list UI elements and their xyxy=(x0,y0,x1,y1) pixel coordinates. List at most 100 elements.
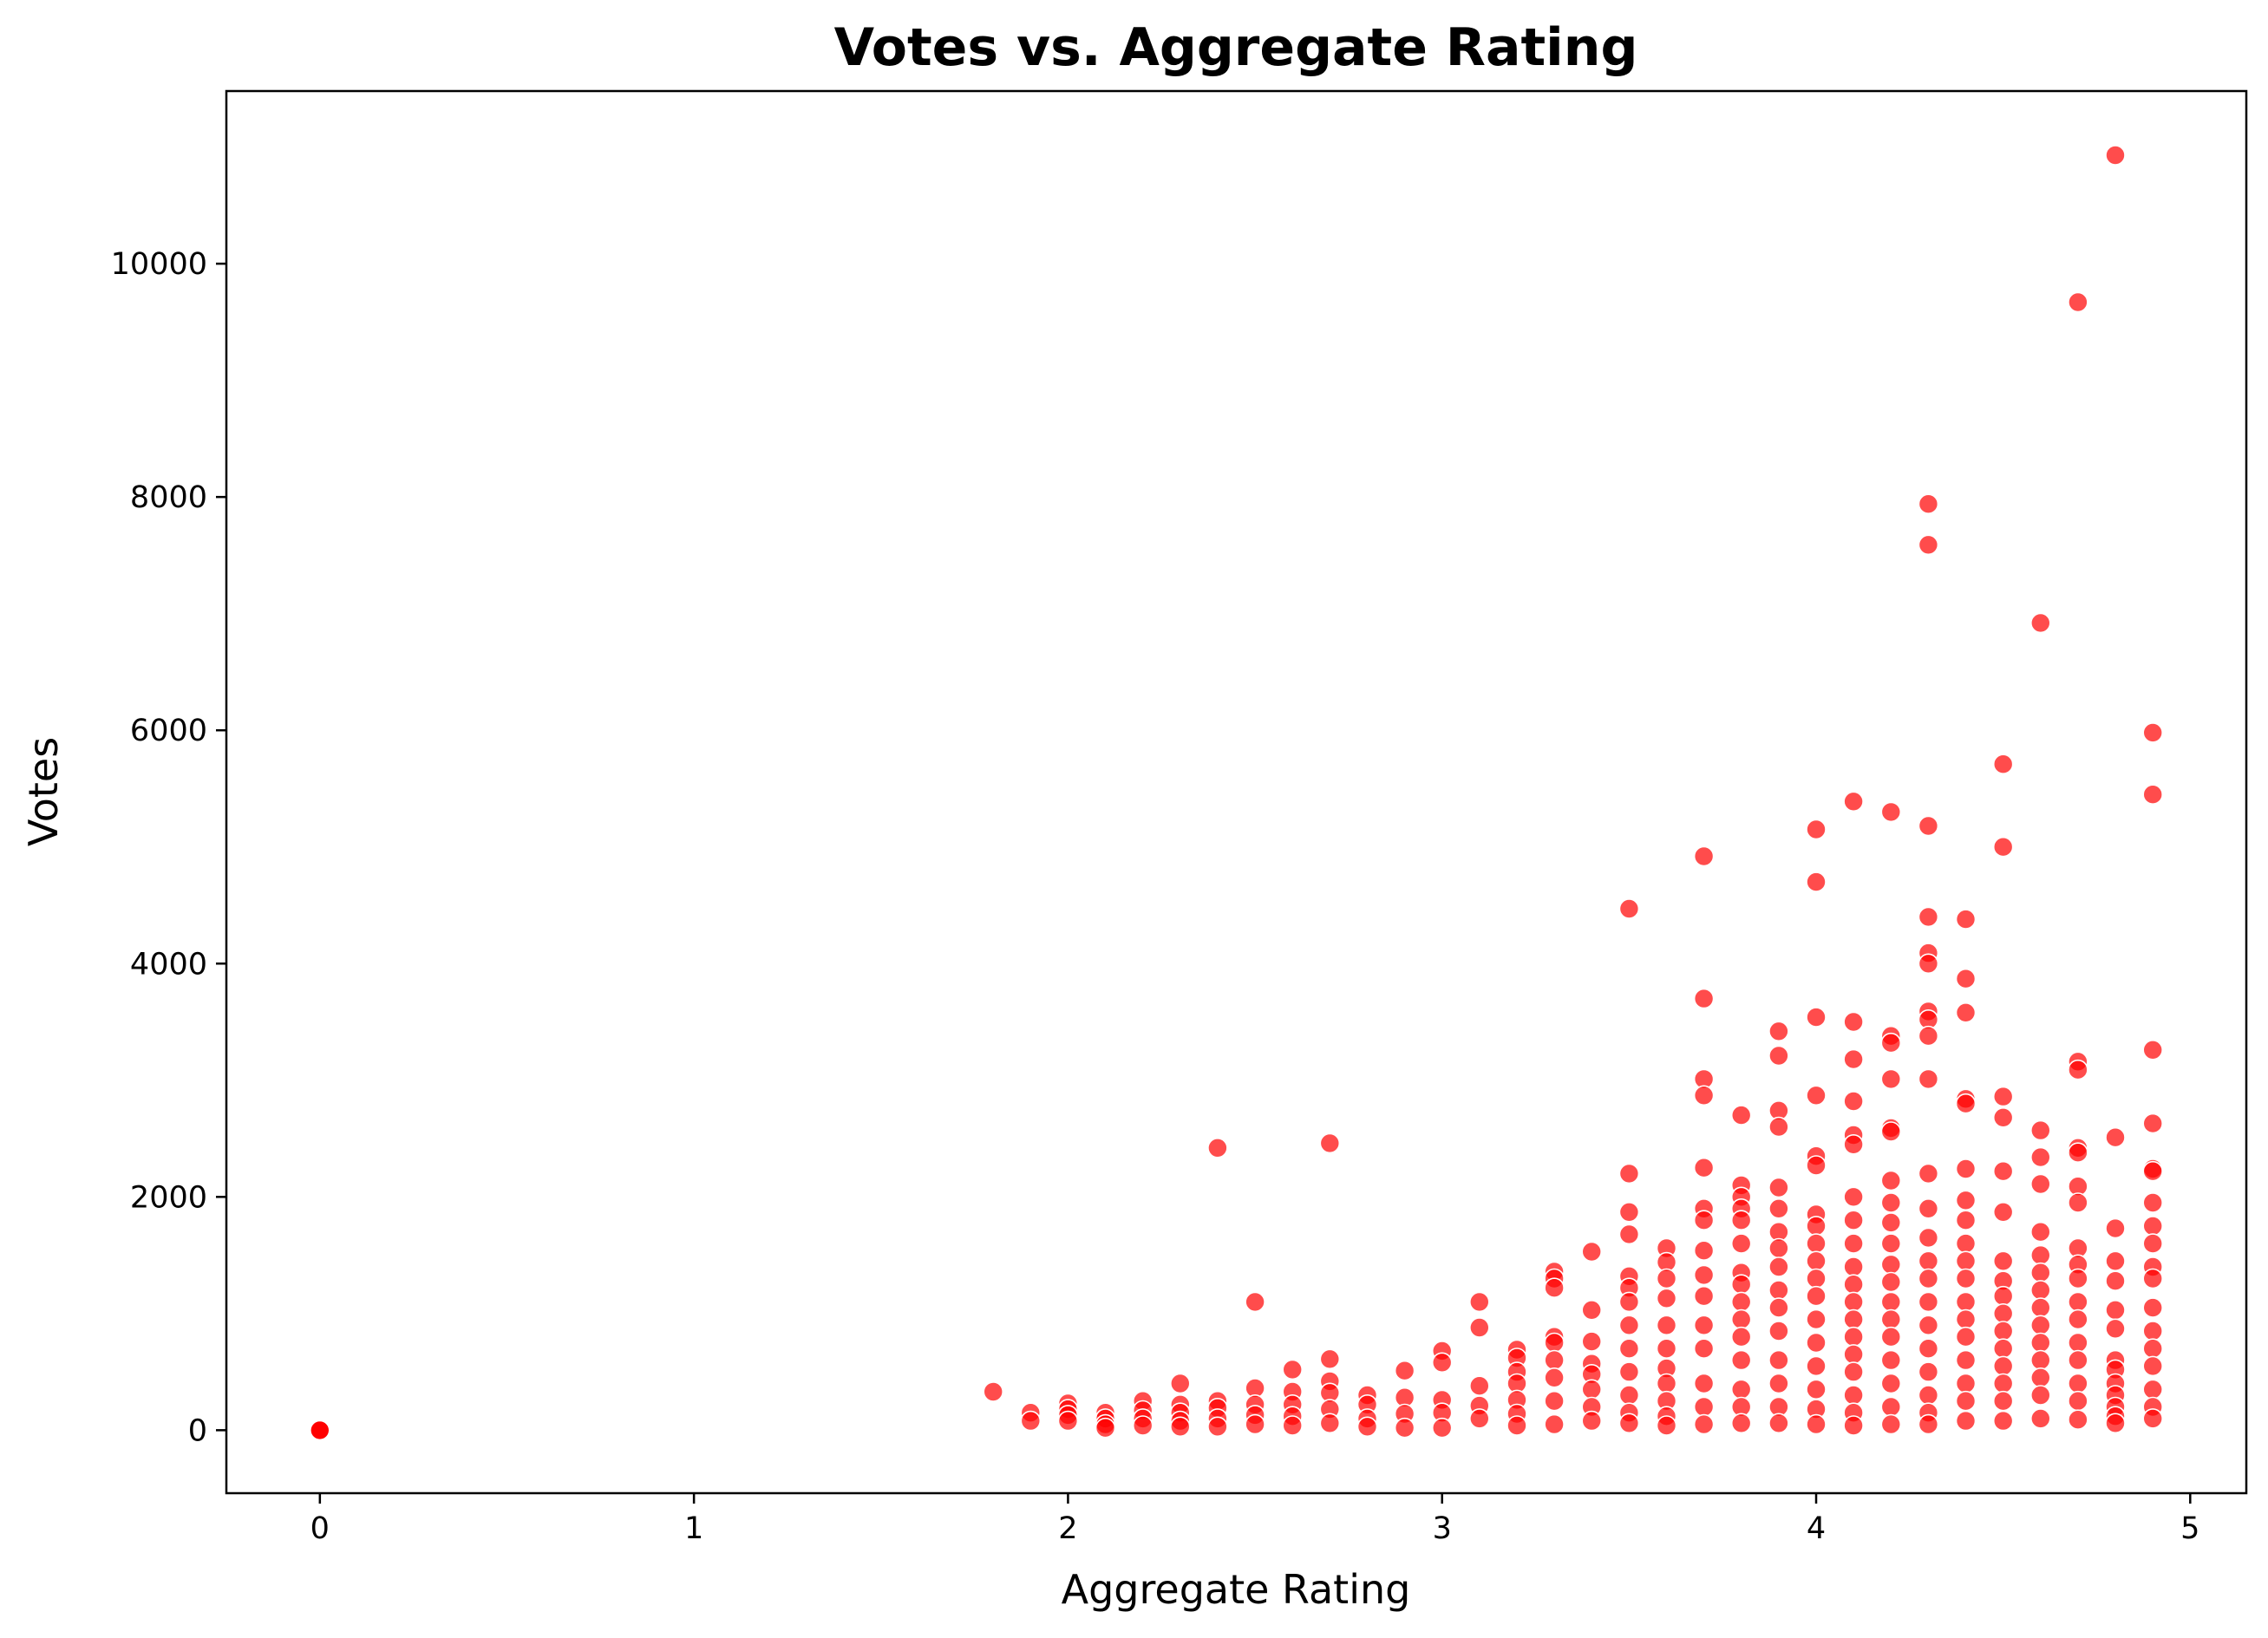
y-axis-label: Votes xyxy=(20,737,67,846)
scatter-point xyxy=(1843,1233,1864,1254)
x-tick-label: 4 xyxy=(1807,1511,1826,1546)
scatter-point xyxy=(1618,1338,1640,1359)
scatter-point xyxy=(2105,1318,2126,1340)
scatter-point xyxy=(1918,1227,1939,1249)
scatter-point xyxy=(1768,1256,1789,1277)
scatter-point xyxy=(1806,819,1827,840)
scatter-point xyxy=(2105,1250,2126,1272)
scatter-point xyxy=(2142,1268,2163,1289)
scatter-point xyxy=(1918,1068,1939,1090)
scatter-point xyxy=(2105,1270,2126,1291)
scatter-point xyxy=(1880,1254,1902,1276)
scatter-point xyxy=(1469,1317,1490,1338)
scatter-point xyxy=(1955,1373,1977,1394)
scatter-point xyxy=(2030,1385,2051,1406)
scatter-point xyxy=(1693,1315,1715,1336)
scatter-point xyxy=(1843,1011,1864,1033)
scatter-point xyxy=(2142,1355,2163,1377)
scatter-point xyxy=(1992,1250,2014,1272)
scatter-point xyxy=(2105,145,2126,166)
scatter-point xyxy=(1880,1291,1902,1313)
scatter-point xyxy=(2142,1216,2163,1237)
scatter-point xyxy=(1730,1349,1752,1371)
plot-area-frame xyxy=(225,89,2248,1495)
scatter-point xyxy=(1843,1344,1864,1365)
scatter-point xyxy=(1394,1417,1415,1439)
scatter-point xyxy=(1955,1349,1977,1371)
scatter-point xyxy=(1730,1379,1752,1400)
scatter-point xyxy=(1730,1326,1752,1348)
scatter-point xyxy=(1955,909,1977,930)
scatter-point xyxy=(1730,1308,1752,1330)
scatter-point xyxy=(1768,1237,1789,1259)
scatter-point xyxy=(1469,1291,1490,1313)
scatter-point xyxy=(2068,291,2088,313)
scatter-point xyxy=(1768,1021,1789,1042)
scatter-point xyxy=(2105,1217,2126,1239)
scatter-point xyxy=(1768,1297,1789,1318)
scatter-point xyxy=(2030,1262,2051,1283)
scatter-point xyxy=(1282,1415,1303,1436)
y-tick-label: 6000 xyxy=(130,714,207,748)
scatter-point xyxy=(1918,906,1939,928)
scatter-point xyxy=(2142,784,2163,806)
scatter-point xyxy=(1656,1415,1677,1436)
scatter-point xyxy=(1618,1361,1640,1382)
scatter-point xyxy=(1880,1373,1902,1394)
data-points xyxy=(309,145,2163,1441)
scatter-point xyxy=(1618,1291,1640,1313)
scatter-point xyxy=(1394,1360,1415,1381)
scatter-point xyxy=(1282,1359,1303,1380)
scatter-point xyxy=(1880,801,1902,823)
scatter-point xyxy=(1880,1121,1902,1142)
scatter-point xyxy=(1656,1268,1677,1289)
scatter-point xyxy=(983,1381,1003,1402)
scatter-point xyxy=(2142,1113,2163,1134)
scatter-point xyxy=(1806,1250,1827,1272)
scatter-point xyxy=(1693,1285,1715,1307)
scatter-point xyxy=(2030,1332,2051,1354)
chart-title: Votes vs. Aggregate Rating xyxy=(834,17,1638,78)
scatter-point xyxy=(1319,1413,1341,1434)
scatter-point xyxy=(1843,1415,1864,1436)
scatter-point xyxy=(1843,1385,1864,1406)
scatter-point xyxy=(1693,1157,1715,1178)
scatter-point xyxy=(1918,1268,1939,1289)
scatter-point xyxy=(2068,1332,2088,1354)
scatter-point xyxy=(1918,953,1939,975)
scatter-point xyxy=(1806,1085,1827,1106)
y-tick-label: 2000 xyxy=(130,1180,207,1215)
scatter-point xyxy=(2068,1268,2088,1289)
scatter-point xyxy=(2030,1119,2051,1141)
scatter-point xyxy=(2068,1409,2088,1430)
scatter-point xyxy=(1955,1093,1977,1114)
scatter-point xyxy=(1918,1361,1939,1382)
x-tick-label: 5 xyxy=(2180,1511,2199,1546)
scatter-point xyxy=(1880,1032,1902,1054)
scatter-point xyxy=(1806,1332,1827,1354)
x-tick-label: 0 xyxy=(310,1511,330,1546)
scatter-point xyxy=(1469,1408,1490,1429)
scatter-point xyxy=(1768,1045,1789,1067)
y-tick-label: 0 xyxy=(188,1413,207,1448)
scatter-point xyxy=(1170,1373,1191,1394)
scatter-point xyxy=(1656,1288,1677,1309)
scatter-point xyxy=(1880,1170,1902,1191)
scatter-point xyxy=(1618,1315,1640,1336)
scatter-point xyxy=(1806,1233,1827,1254)
scatter-point xyxy=(1656,1338,1677,1359)
scatter-point xyxy=(1955,1002,1977,1023)
scatter-point xyxy=(1955,1390,1977,1412)
scatter-point xyxy=(2030,1297,2051,1318)
scatter-point xyxy=(1618,898,1640,919)
scatter-point xyxy=(2142,1338,2163,1359)
scatter-point xyxy=(1918,1385,1939,1406)
scatter-point xyxy=(1207,1416,1228,1438)
scatter-point xyxy=(1693,988,1715,1009)
scatter-point xyxy=(1992,1285,2014,1307)
scatter-point xyxy=(1880,1308,1902,1330)
scatter-point xyxy=(1918,534,1939,556)
scatter-point xyxy=(1245,1291,1265,1313)
scatter-point xyxy=(2142,1379,2163,1400)
